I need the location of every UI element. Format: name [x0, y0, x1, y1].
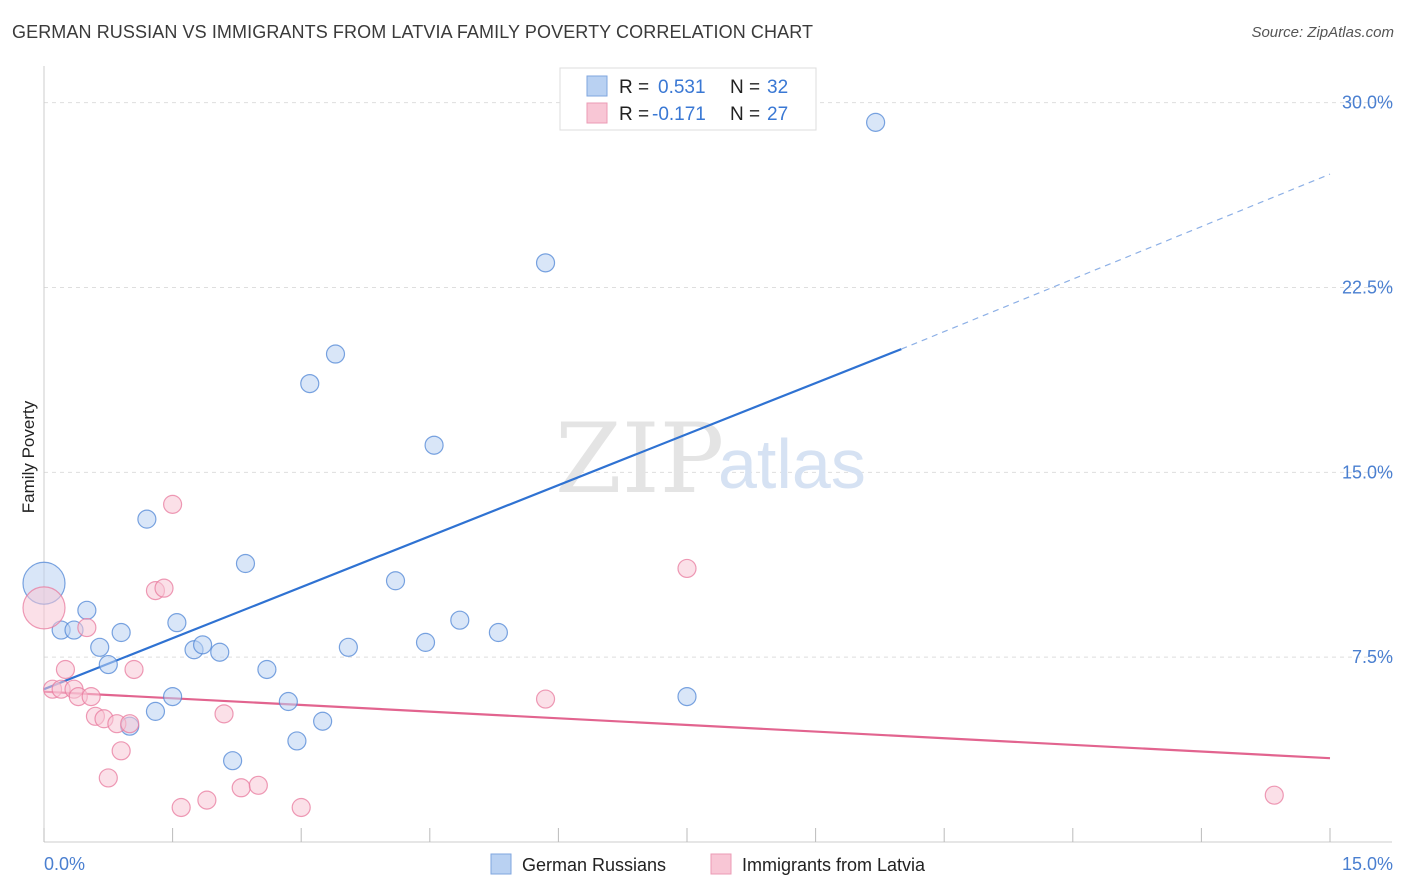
legend-swatch-immigrants-latvia [710, 853, 732, 875]
data-point [22, 586, 66, 630]
data-point [55, 659, 76, 680]
data-point [313, 711, 333, 731]
data-point [300, 374, 320, 394]
legend-label-immigrants-latvia: Immigrants from Latvia [742, 855, 926, 875]
legend-label-german-russians: German Russians [522, 855, 666, 875]
data-point [197, 790, 217, 810]
legend-r-value: 0.531 [658, 77, 706, 98]
data-point [257, 659, 277, 680]
data-point [171, 797, 191, 818]
data-point [248, 775, 268, 795]
data-point [98, 768, 118, 788]
data-point [338, 637, 358, 657]
data-point [98, 654, 118, 675]
trend-line-immigrants-latvia [43, 690, 1331, 760]
y-tick-label: 30.0% [1342, 93, 1393, 113]
data-point [124, 659, 144, 680]
data-point [1264, 785, 1284, 805]
data-point [677, 686, 697, 707]
data-point [223, 751, 243, 771]
data-point [287, 731, 307, 751]
series-immigrants-latvia [22, 494, 1284, 818]
watermark-zip: ZIP [555, 403, 724, 515]
legend-n-label: N = [730, 77, 760, 98]
source-label: Source: ZipAtlas.com [1251, 24, 1394, 41]
legend-r-label: R = [619, 104, 649, 125]
data-points [22, 112, 1284, 818]
data-point [450, 610, 470, 630]
data-point [77, 617, 97, 638]
watermark-atlas: atlas [718, 425, 866, 503]
data-point [163, 686, 183, 707]
x-tick-labels: 0.0% 15.0% [44, 854, 1393, 874]
legend-r-value: -0.171 [652, 104, 706, 125]
chart-title: GERMAN RUSSIAN VS IMMIGRANTS FROM LATVIA… [12, 22, 814, 42]
data-point [214, 704, 234, 724]
data-point [111, 622, 131, 643]
y-axis-title: Family Poverty [19, 400, 38, 513]
data-point [535, 253, 556, 273]
trend-lines [43, 173, 1331, 760]
data-point [325, 344, 346, 364]
data-point [81, 686, 101, 707]
y-tick-label: 7.5% [1352, 647, 1393, 667]
data-point [677, 558, 697, 579]
legend-swatch-german-russians [490, 853, 512, 875]
series-legend: German Russians Immigrants from Latvia [490, 853, 926, 875]
data-point [866, 112, 886, 132]
data-point [90, 637, 110, 657]
data-point [163, 494, 183, 514]
data-point [210, 642, 230, 662]
data-point [193, 635, 213, 655]
data-point [291, 797, 311, 818]
data-point [77, 600, 97, 620]
data-point [424, 435, 444, 455]
axes [43, 66, 1392, 843]
correlation-legend: R = 0.531 N = 32 R = -0.171 N = 27 [559, 67, 817, 131]
x-tick-label: 0.0% [44, 854, 85, 874]
grid-lines [44, 102, 1392, 658]
data-point [154, 578, 174, 598]
data-point [231, 778, 251, 798]
data-point [488, 622, 508, 643]
legend-swatch-blue [586, 75, 608, 97]
data-point [137, 509, 157, 529]
data-point [278, 691, 298, 712]
watermark: ZIP atlas [555, 403, 866, 515]
legend-n-label: N = [730, 104, 760, 125]
y-tick-label: 22.5% [1342, 277, 1393, 297]
data-point [415, 632, 436, 652]
legend-n-value: 32 [767, 77, 788, 98]
legend-n-value: 27 [767, 104, 788, 125]
data-point [120, 714, 140, 734]
data-point [535, 689, 556, 709]
data-point [167, 613, 187, 633]
data-point [111, 741, 131, 761]
trend-line-german-russians-extension [901, 173, 1331, 350]
y-tick-label: 15.0% [1342, 462, 1393, 482]
trend-line-german-russians [43, 348, 902, 691]
legend-swatch-pink [586, 102, 608, 124]
data-point [235, 553, 256, 574]
x-tick-label: 15.0% [1342, 854, 1393, 874]
legend-r-label: R = [619, 77, 649, 98]
y-tick-labels: 7.5% 15.0% 22.5% 30.0% [1342, 93, 1393, 668]
data-point [145, 701, 166, 721]
data-point [385, 571, 406, 591]
